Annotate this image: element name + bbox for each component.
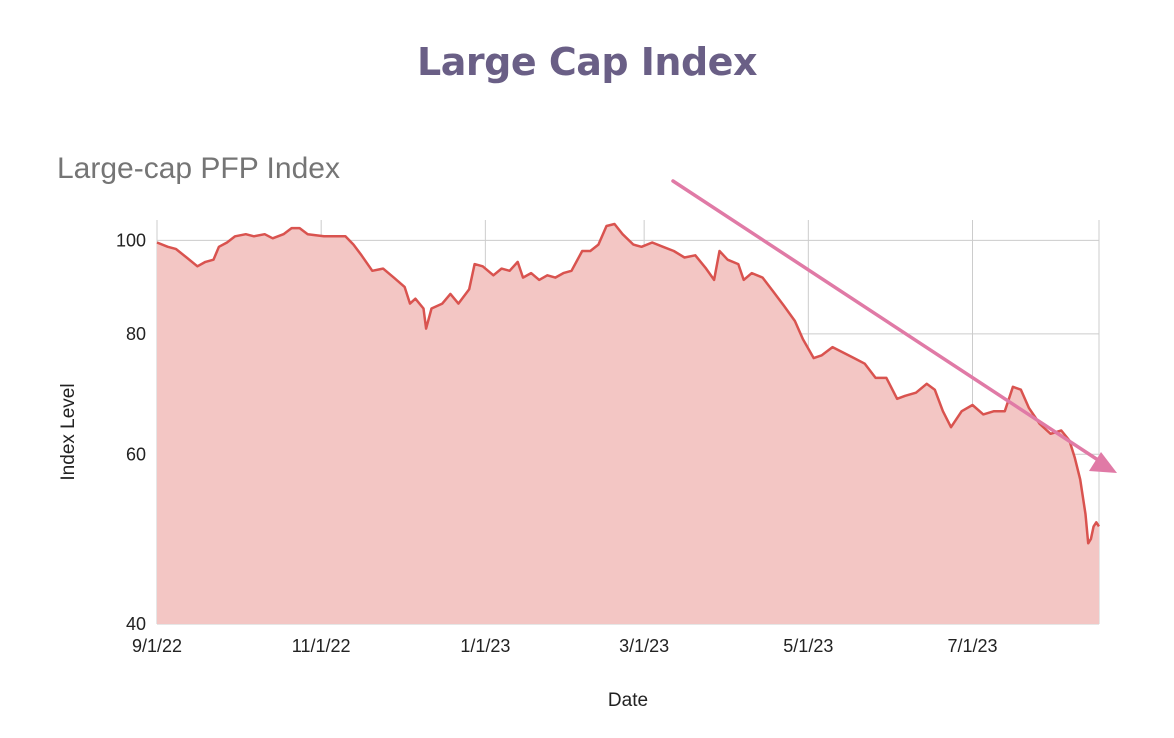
- x-tick-label: 9/1/22: [132, 636, 182, 656]
- chart-title: Large-cap PFP Index: [57, 152, 340, 185]
- series-line: [156, 222, 1101, 545]
- x-tick-label: 11/1/22: [292, 636, 351, 656]
- arrow-shaft: [671, 179, 1100, 462]
- area-fill: [157, 224, 1099, 624]
- y-axis: 100 80 60 40: [116, 230, 146, 634]
- y-tick-label: 80: [126, 324, 146, 344]
- arrow-head-icon: [1089, 452, 1117, 473]
- y-tick-label: 100: [116, 230, 146, 250]
- y-tick-label: 40: [126, 614, 146, 634]
- x-axis: 9/1/22 11/1/22 1/1/23 3/1/23 5/1/23 7/1/23: [132, 636, 998, 656]
- trend-arrow: [671, 179, 1117, 473]
- x-tick-label: 5/1/23: [783, 636, 833, 656]
- x-tick-label: 1/1/23: [460, 636, 510, 656]
- x-tick-label: 7/1/23: [947, 636, 997, 656]
- x-tick-label: 3/1/23: [619, 636, 669, 656]
- x-axis-title: Date: [608, 690, 648, 711]
- page-title: Large Cap Index: [417, 40, 757, 84]
- y-axis-title: Index Level: [58, 383, 79, 480]
- y-tick-label: 60: [126, 444, 146, 464]
